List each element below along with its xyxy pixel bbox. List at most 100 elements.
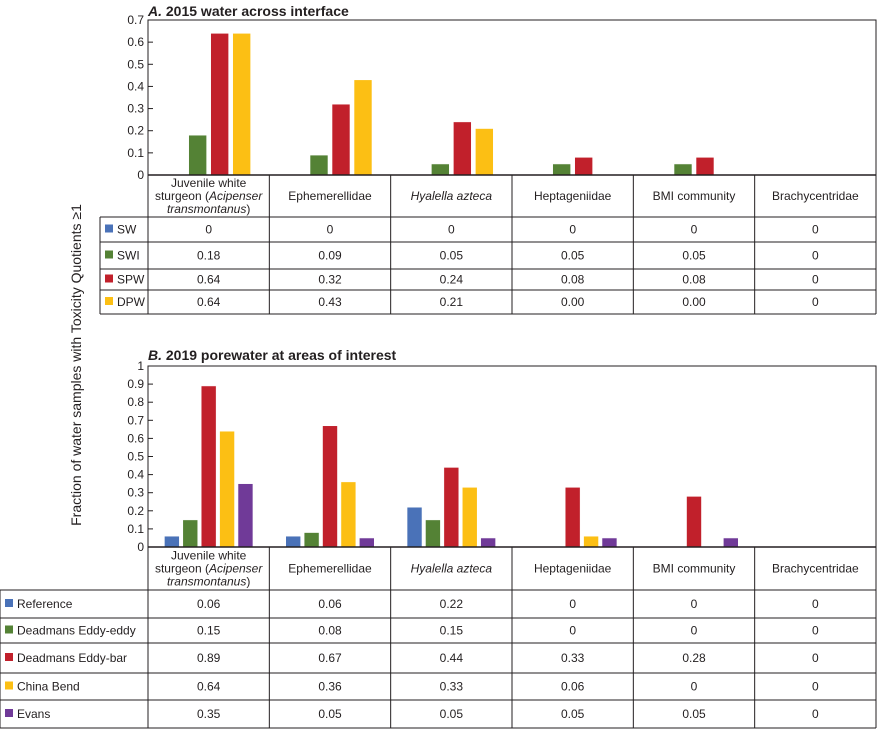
bar-china-bend <box>461 486 478 548</box>
bar-swi <box>431 163 450 176</box>
bar-spw <box>574 156 593 176</box>
bar-reference <box>164 535 180 548</box>
table-cell-value: 0.06 <box>197 597 221 611</box>
bar-deadmans-eddy-bar <box>322 425 338 548</box>
category-label: BMI community <box>653 562 736 576</box>
y-tick-label: 0.7 <box>127 413 144 427</box>
table-cell-value: 0 <box>448 223 455 237</box>
bar-swi <box>673 163 693 176</box>
table-cell-value: 0.32 <box>318 273 342 287</box>
bar-dpw <box>475 128 494 176</box>
bar-china-bend <box>583 535 599 548</box>
table-cell-value: 0 <box>691 624 698 638</box>
table-cell-value: 0.06 <box>318 597 342 611</box>
table-cell-value: 0.18 <box>197 249 221 263</box>
y-tick-label: 0.2 <box>127 504 144 518</box>
legend-swatch <box>5 653 13 661</box>
bar-china-bend <box>219 430 235 548</box>
table-cell-value: 0 <box>569 624 576 638</box>
plot-frame <box>147 365 877 548</box>
table-cell-value: 0.00 <box>682 295 706 309</box>
bar-evans <box>601 537 618 548</box>
bar-deadmans-eddy-bar <box>686 496 702 548</box>
legend-swatch <box>105 250 113 259</box>
table-cell-value: 0.06 <box>561 680 585 694</box>
bar-reference <box>285 535 302 548</box>
y-tick-label: 0.7 <box>127 13 144 27</box>
category-label: Hyalella azteca <box>411 562 493 576</box>
table-cell-value: 0.05 <box>561 249 585 263</box>
legend-label: Reference <box>17 597 73 611</box>
table-cell-value: 0.08 <box>682 273 706 287</box>
table-cell-value: 0 <box>812 273 819 287</box>
legend-swatch <box>5 709 13 717</box>
table-cell-value: 0 <box>569 223 576 237</box>
legend-swatch <box>5 681 13 690</box>
table-cell-value: 0 <box>812 223 819 237</box>
table-cell-value: 0.43 <box>318 295 342 309</box>
bar-dpw <box>232 32 251 176</box>
category-label: BMI community <box>653 189 736 203</box>
y-tick-label: 0.6 <box>127 431 144 445</box>
table-cell-value: 0.08 <box>318 624 342 638</box>
y-tick-label: 1 <box>137 359 144 373</box>
legend-label: Evans <box>17 707 50 721</box>
legend-label: SWI <box>117 249 140 263</box>
plot-frame <box>147 19 877 176</box>
table-cell-value: 0.05 <box>440 249 464 263</box>
bar-evans <box>237 483 254 548</box>
bar-spw <box>695 156 715 176</box>
table-cell-value: 0.05 <box>682 249 706 263</box>
bar-deadmans-eddy-eddy <box>425 519 441 548</box>
y-tick-label: 0.3 <box>127 486 144 500</box>
bar-evans <box>358 537 375 548</box>
y-tick-label: 0 <box>137 168 144 182</box>
table-cell-value: 0.64 <box>197 680 221 694</box>
table-cell-value: 0 <box>691 223 698 237</box>
y-tick-label: 0.5 <box>127 450 144 464</box>
legend-label: Deadmans Eddy-eddy <box>17 624 136 638</box>
y-tick-label: 0.4 <box>127 79 144 93</box>
y-tick-label: 0.5 <box>127 57 144 71</box>
table-cell-value: 0.08 <box>561 273 585 287</box>
bar-deadmans-eddy-bar <box>200 385 217 548</box>
table-cell-value: 0.67 <box>318 651 342 665</box>
table-cell-value: 0 <box>812 651 819 665</box>
category-label: Brachycentridae <box>772 189 859 203</box>
bar-deadmans-eddy-eddy <box>182 519 199 548</box>
category-label: Brachycentridae <box>772 562 859 576</box>
bar-swi <box>552 163 571 176</box>
bar-spw <box>210 32 229 176</box>
table-cell-value: 0 <box>812 680 819 694</box>
y-tick-label: 0.2 <box>127 124 144 138</box>
table-cell-value: 0.33 <box>440 680 464 694</box>
table-cell-value: 0.24 <box>440 273 464 287</box>
table-cell-value: 0 <box>812 249 819 263</box>
bar-deadmans-eddy-eddy <box>303 532 320 548</box>
legend-label: DPW <box>117 295 146 309</box>
legend-swatch <box>105 224 113 233</box>
legend-swatch <box>105 297 113 305</box>
category-label: Juvenile white sturgeon (Acipenser transmo… <box>155 176 263 216</box>
table-cell-value: 0.05 <box>682 707 706 721</box>
category-label: Ephemerellidae <box>288 189 372 203</box>
table-cell-value: 0 <box>205 223 212 237</box>
bar-swi <box>188 134 207 176</box>
y-tick-label: 0.8 <box>127 395 144 409</box>
y-tick-label: 0.4 <box>127 468 144 482</box>
table-cell-value: 0.09 <box>318 249 342 263</box>
y-axis-label: Fraction of water samples with Toxicity … <box>68 204 84 526</box>
table-cell-value: 0.44 <box>440 651 464 665</box>
table-cell-value: 0.36 <box>318 680 342 694</box>
bar-dpw <box>353 79 373 176</box>
table-cell-value: 0.05 <box>440 707 464 721</box>
table-cell-value: 0.33 <box>561 651 585 665</box>
category-label: Heptageniidae <box>534 189 612 203</box>
category-label: Heptageniidae <box>534 562 612 576</box>
bar-spw <box>331 103 351 176</box>
bar-china-bend <box>340 481 357 548</box>
table-cell-value: 0 <box>812 707 819 721</box>
legend-label: SW <box>117 223 137 237</box>
table-cell-value: 0.35 <box>197 707 221 721</box>
